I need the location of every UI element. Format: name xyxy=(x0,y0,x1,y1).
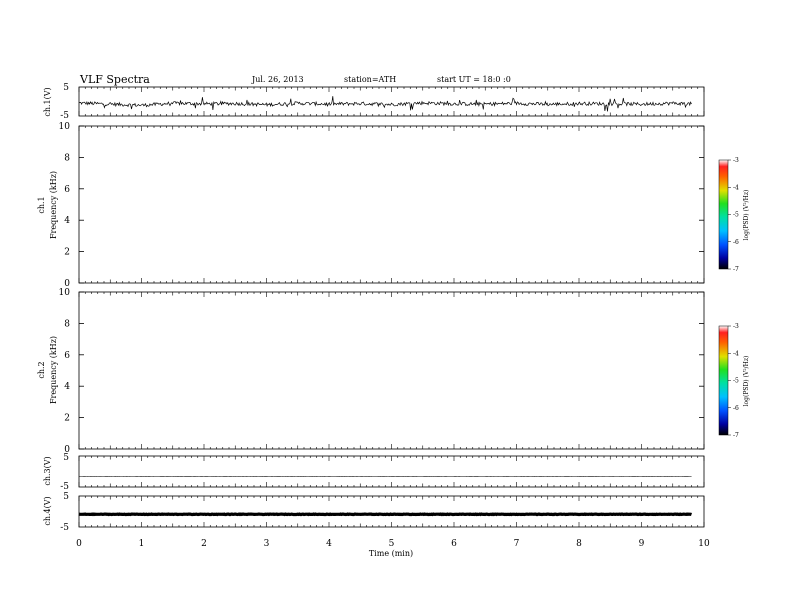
station-label: station=ATH xyxy=(344,75,396,84)
ch1-waveform-trace xyxy=(78,96,692,112)
ch1-waveform-panel: 5 -5 ch.1(V) xyxy=(43,83,705,121)
ch1-ylabel: ch.1(V) xyxy=(43,87,52,116)
date-label: Jul. 26, 2013 xyxy=(251,75,304,84)
waveform-line xyxy=(78,96,692,112)
ch1-ytick-bottom: -5 xyxy=(60,111,69,121)
ch1-ytick-top: 5 xyxy=(63,83,69,93)
start-time-label: start UT = 18:0 :0 xyxy=(437,75,511,84)
figure-title: VLF Spectra xyxy=(79,73,150,86)
